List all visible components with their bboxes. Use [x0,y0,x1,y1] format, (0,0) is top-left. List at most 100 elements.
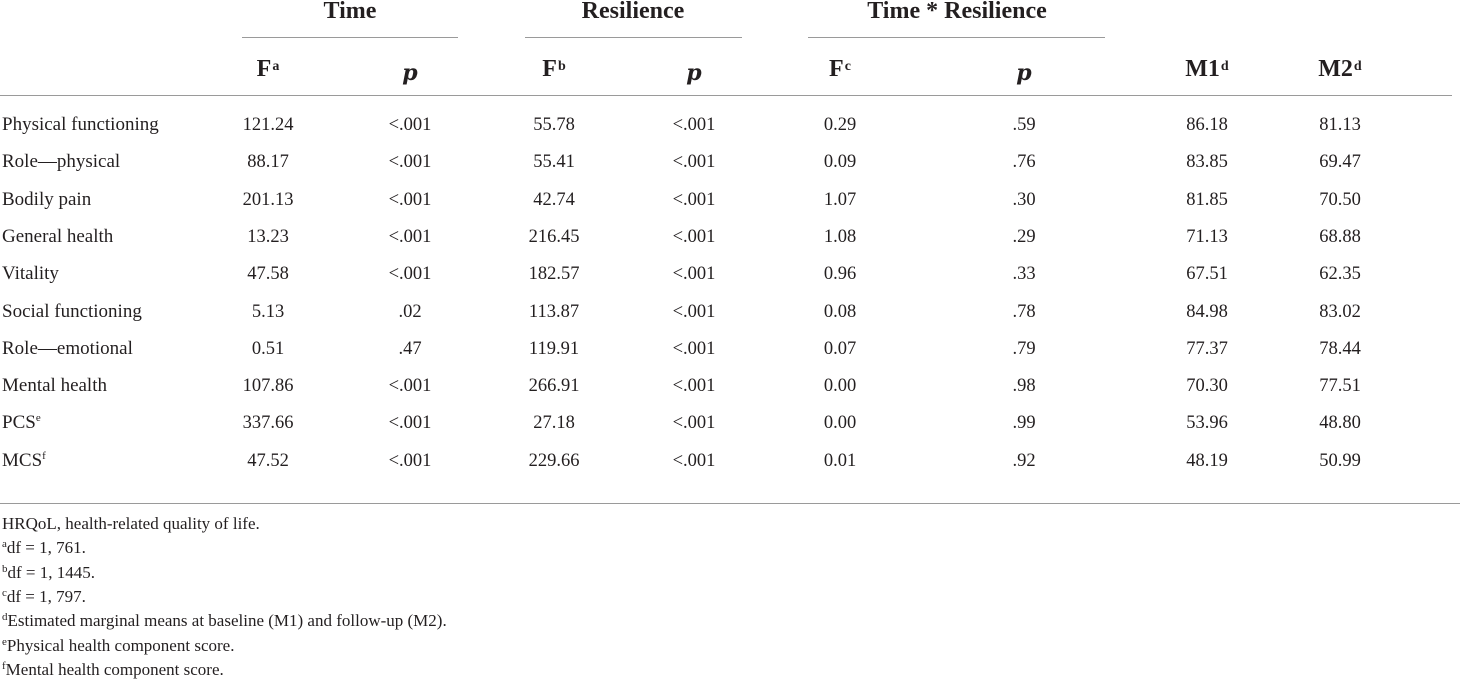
table-cell: 55.41 [533,152,575,173]
table-cell: .78 [1012,301,1036,322]
table-cell: 266.91 [528,376,580,397]
table-cell: 69.47 [1319,152,1361,173]
table-cell: .30 [1012,189,1036,210]
table-cell: 5.13 [251,301,285,322]
table-cell: 47.52 [247,450,289,471]
row-label: Mental health [2,375,107,397]
table-cell: <.001 [388,376,432,397]
col-header-m2: M2d [1318,56,1362,82]
table-cell: <.001 [672,376,716,397]
table-cell: <.001 [388,189,432,210]
table-cell: 70.30 [1186,376,1228,397]
row-label: PCSe [2,412,41,434]
table-cell: 50.99 [1319,450,1361,471]
col-header-p-time: p [402,60,418,86]
header-bottom-rule [0,95,1452,96]
table-cell: 77.37 [1186,338,1228,359]
table-cell: 71.13 [1186,226,1228,247]
table-cell: <.001 [672,264,716,285]
col-header-f-resilience: Fb [542,56,566,82]
footnote: HRQoL, health-related quality of life. [2,514,260,533]
footnote: fMental health component score. [2,659,224,679]
table-cell: 48.19 [1186,450,1228,471]
table-cell: .98 [1012,376,1036,397]
table-cell: .02 [398,301,422,322]
table-cell: .47 [398,338,422,359]
table-cell: <.001 [388,226,432,247]
table-cell: 0.96 [823,264,857,285]
row-label: Role—physical [2,151,121,173]
row-label: Bodily pain [2,188,92,210]
table-cell: <.001 [672,338,716,359]
row-label: General health [2,225,114,247]
table-cell: .92 [1012,450,1036,471]
col-header-f-time: Fa [256,56,280,82]
table-cell: 182.57 [528,264,580,285]
table-cell: <.001 [388,413,432,434]
footnote: cdf = 1, 797. [2,586,86,606]
table-cell: 1.07 [823,189,857,210]
table-cell: <.001 [388,152,432,173]
footnote: ePhysical health component score. [2,635,235,655]
group-header-resilience: Resilience [581,0,685,24]
table-cell: 88.17 [247,152,289,173]
table-cell: 70.50 [1319,189,1361,210]
table-cell: 119.91 [528,338,580,359]
footnote: bdf = 1, 1445. [2,562,95,582]
col-header-p-resilience: p [686,60,702,86]
table-cell: 47.58 [247,264,289,285]
table-cell: 81.85 [1186,189,1228,210]
table-cell: 0.51 [251,338,285,359]
table-cell: 77.51 [1319,376,1361,397]
table-cell: 13.23 [247,226,289,247]
table-cell: 78.44 [1319,338,1361,359]
row-label: Physical functioning [2,114,159,135]
table-cell: 229.66 [528,450,580,471]
row-label: Social functioning [2,300,142,322]
table-cell: 84.98 [1186,301,1228,322]
table-cell: 55.78 [533,115,575,135]
col-header-f-interaction: Fc [829,56,851,82]
row-label: Role—emotional [2,337,133,359]
table-cell: 1.08 [823,226,857,247]
table-cell: <.001 [672,115,716,135]
row-label: MCSf [2,449,46,471]
table-cell: 0.00 [823,376,857,397]
group-header-time-resilience: Time * Resilience [867,0,1047,24]
group-underline-time [242,37,458,38]
table-cell: 0.00 [823,413,857,434]
table-cell: 53.96 [1186,413,1228,434]
table-cell: 86.18 [1186,115,1228,135]
footnote: dEstimated marginal means at baseline (M… [2,611,447,631]
table-cell: <.001 [672,413,716,434]
group-underline-resilience [525,37,742,38]
table-cell: .59 [1012,115,1036,135]
table-cell: 0.08 [823,301,857,322]
table-cell: 68.88 [1319,226,1361,247]
table-cell: 48.80 [1319,413,1361,434]
table-cell: 113.87 [528,301,580,322]
table-cell: <.001 [388,450,432,471]
table-cell: 42.74 [533,189,575,210]
table-cell: .29 [1012,226,1036,247]
table-cell: 83.02 [1319,301,1361,322]
table-cell: 0.29 [823,115,857,135]
table-cell: 81.13 [1319,115,1361,135]
table-cell: <.001 [672,226,716,247]
footnote: adf = 1, 761. [2,538,86,558]
table-cell: .79 [1012,338,1036,359]
table-cell: 337.66 [242,413,294,434]
table-cell: <.001 [388,264,432,285]
table-cell: 121.24 [242,115,294,135]
row-label: Vitality [2,263,59,285]
table-cell: <.001 [388,115,432,135]
table-cell: 27.18 [533,413,575,434]
col-header-p-interaction: p [1016,60,1032,86]
group-header-time: Time [323,0,377,24]
table-cell: <.001 [672,152,716,173]
table-bottom-rule [0,503,1460,504]
table-cell: <.001 [672,301,716,322]
col-header-m1: M1d [1185,56,1229,82]
group-underline-time-resilience [808,37,1105,38]
table-cell: 83.85 [1186,152,1228,173]
